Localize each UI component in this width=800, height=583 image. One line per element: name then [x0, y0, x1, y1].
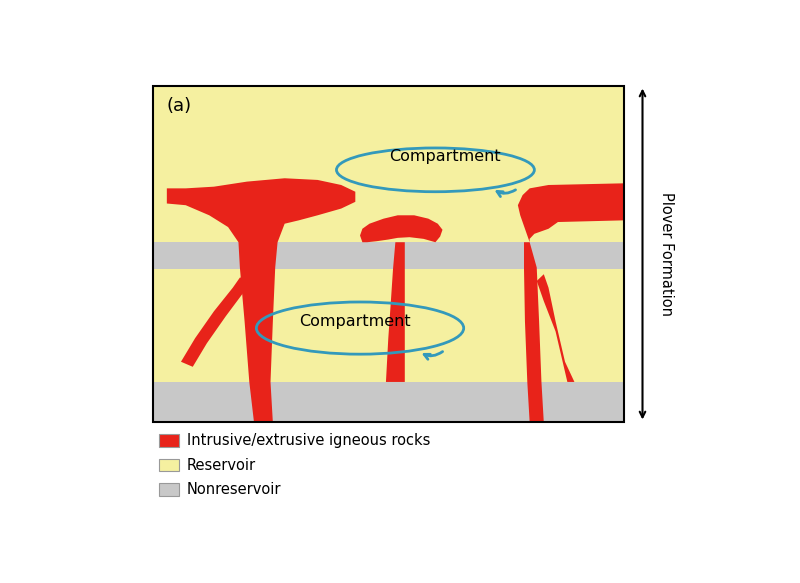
Bar	[159, 459, 179, 471]
Text: Compartment: Compartment	[299, 314, 411, 329]
Text: Intrusive/extrusive igneous rocks: Intrusive/extrusive igneous rocks	[187, 433, 430, 448]
Polygon shape	[524, 242, 544, 422]
Text: Reservoir: Reservoir	[187, 458, 256, 472]
Polygon shape	[386, 242, 405, 382]
Bar	[153, 86, 624, 422]
Polygon shape	[537, 274, 574, 382]
Bar	[159, 483, 179, 496]
Bar	[159, 434, 179, 447]
Bar	[153, 86, 624, 242]
Polygon shape	[167, 178, 355, 422]
Text: Plover Formation: Plover Formation	[658, 192, 674, 316]
Polygon shape	[181, 278, 250, 367]
Text: Nonreservoir: Nonreservoir	[187, 482, 282, 497]
Text: (a): (a)	[167, 97, 192, 115]
Polygon shape	[360, 215, 442, 242]
Polygon shape	[518, 183, 624, 242]
Bar	[153, 86, 624, 422]
Bar	[153, 242, 624, 269]
Text: Compartment: Compartment	[389, 149, 501, 164]
Bar	[153, 269, 624, 382]
